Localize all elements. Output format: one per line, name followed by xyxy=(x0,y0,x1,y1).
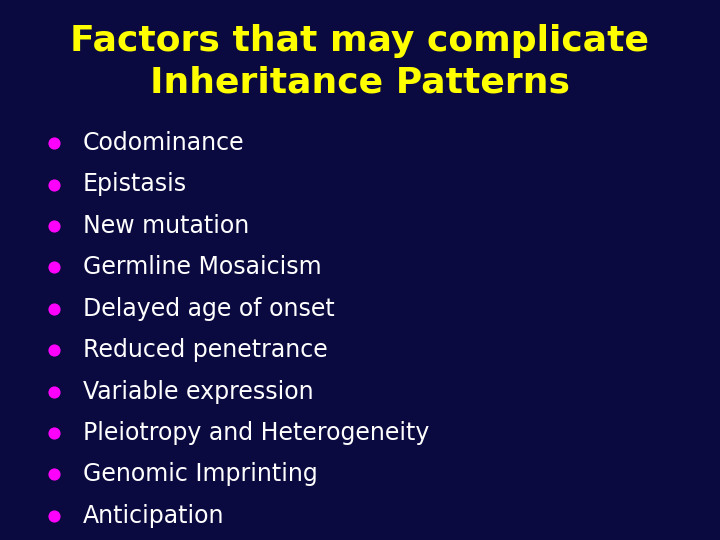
Text: Reduced penetrance: Reduced penetrance xyxy=(83,338,328,362)
Point xyxy=(48,263,60,272)
Text: Epistasis: Epistasis xyxy=(83,172,187,197)
Text: New mutation: New mutation xyxy=(83,214,249,238)
Point xyxy=(48,180,60,189)
Text: Genomic Imprinting: Genomic Imprinting xyxy=(83,462,318,487)
Point xyxy=(48,221,60,230)
Text: Pleiotropy and Heterogeneity: Pleiotropy and Heterogeneity xyxy=(83,421,429,445)
Point xyxy=(48,346,60,354)
Text: Germline Mosaicism: Germline Mosaicism xyxy=(83,255,321,279)
Text: Variable expression: Variable expression xyxy=(83,380,313,403)
Text: Anticipation: Anticipation xyxy=(83,504,225,528)
Point xyxy=(48,429,60,437)
Point xyxy=(48,305,60,313)
Point xyxy=(48,139,60,147)
Text: Factors that may complicate
Inheritance Patterns: Factors that may complicate Inheritance … xyxy=(71,24,649,99)
Point xyxy=(48,387,60,396)
Point xyxy=(48,511,60,520)
Text: Delayed age of onset: Delayed age of onset xyxy=(83,296,335,321)
Text: Codominance: Codominance xyxy=(83,131,244,155)
Point xyxy=(48,470,60,478)
